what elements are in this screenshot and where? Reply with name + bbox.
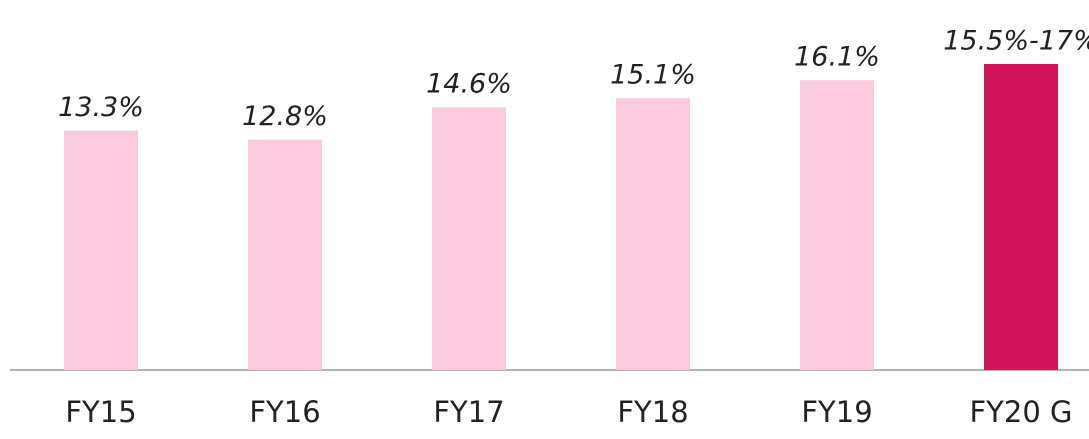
x-tick-label: FY20 G (970, 395, 1073, 429)
x-tick-label: FY15 (65, 395, 136, 429)
value-label: 14.6% (426, 69, 512, 100)
bar (800, 80, 874, 370)
value-label: 15.1% (610, 60, 696, 91)
bar (616, 98, 690, 370)
x-tick-label: FY18 (617, 395, 688, 429)
x-tick-label: FY17 (433, 395, 504, 429)
value-label: 12.8% (242, 101, 328, 132)
bar (432, 107, 506, 370)
value-label: 13.3% (58, 92, 144, 123)
x-tick-label: FY16 (249, 395, 320, 429)
bar (248, 139, 322, 370)
value-label: 15.5%-17% (943, 26, 1089, 57)
x-tick-label: FY19 (801, 395, 872, 429)
bar (984, 64, 1058, 370)
value-label: 16.1% (794, 42, 880, 73)
bar (64, 130, 138, 370)
